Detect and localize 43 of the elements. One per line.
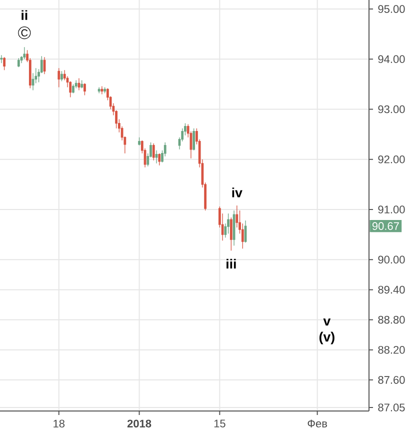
candlestick <box>3 56 6 71</box>
candlestick <box>98 86 100 94</box>
candlestick <box>58 68 60 88</box>
annotation: (v) <box>319 332 334 344</box>
candlestick <box>72 84 74 94</box>
candlestick <box>23 46 26 60</box>
candlestick <box>192 128 196 151</box>
candlestick <box>84 82 86 96</box>
x-tick-label: Фев <box>308 420 328 428</box>
candlestick <box>152 143 155 161</box>
y-tick-label: 91.00 <box>378 206 405 214</box>
candlestick <box>80 80 84 89</box>
y-tick-label: 90.00 <box>378 256 405 264</box>
y-tick-label: 87.60 <box>378 376 405 384</box>
candlestick <box>100 86 104 95</box>
annotation: v <box>323 318 331 326</box>
y-tick-label: 93.00 <box>378 105 405 114</box>
annotation: 90.67 <box>372 222 399 230</box>
candlestick <box>104 86 106 94</box>
y-tick-label: 95.00 <box>378 5 405 13</box>
x-tick-label: 2018 <box>127 420 152 428</box>
candlestick <box>74 80 78 89</box>
y-tick-label: 87.05 <box>378 404 405 412</box>
candlestick <box>227 213 230 234</box>
annotation: iii <box>226 258 236 269</box>
candlestick <box>158 153 161 166</box>
annotation: ii <box>22 10 28 20</box>
candlestick <box>60 70 63 82</box>
candlestick <box>138 137 140 146</box>
y-tick-label: 89.40 <box>378 286 405 294</box>
y-tick-label: 88.20 <box>378 346 405 354</box>
annotation: iv <box>232 188 242 198</box>
candlestick <box>78 78 80 91</box>
y-tick-label: 92.00 <box>378 156 405 164</box>
x-tick-label: 18 <box>54 420 65 428</box>
annotation: C <box>21 29 28 36</box>
x-tick-label: 15 <box>214 420 226 428</box>
y-tick-label: 88.80 <box>378 316 405 324</box>
candlestick <box>155 150 158 164</box>
y-tick-label: 94.00 <box>378 55 405 64</box>
candlestick <box>230 217 232 251</box>
candlestick <box>0 54 3 64</box>
candlestick <box>17 58 20 68</box>
